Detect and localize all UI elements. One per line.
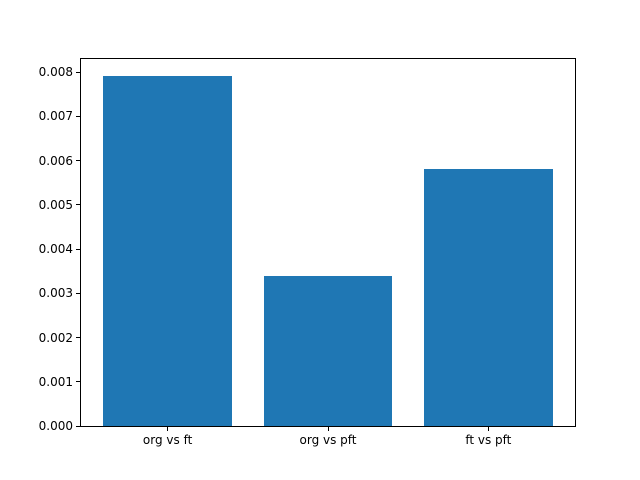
y-tick-label: 0.006: [38, 153, 73, 168]
y-tick-label: 0.002: [38, 330, 73, 345]
y-tick-label: 0.005: [38, 197, 73, 212]
y-tick-mark: [76, 381, 80, 383]
y-tick-label: 0.008: [38, 65, 73, 80]
y-tick-mark: [76, 248, 80, 250]
y-tick-mark: [76, 292, 80, 294]
y-tick-mark: [76, 425, 80, 427]
x-tick-label: org vs ft: [142, 433, 193, 447]
x-tick-label: org vs pft: [299, 433, 357, 447]
y-tick-label: 0.003: [38, 286, 73, 301]
y-tick-mark: [76, 337, 80, 338]
y-tick-label: 0.007: [38, 109, 73, 124]
bar-0: [103, 76, 232, 426]
x-tick-label: ft vs pft: [465, 433, 512, 447]
y-tick-mark: [76, 204, 80, 206]
x-tick-mark: [327, 427, 329, 431]
y-tick-label: 0.004: [38, 242, 73, 257]
y-tick-mark: [76, 115, 80, 117]
y-tick-label: 0.000: [38, 419, 73, 433]
plot-area: 0.000 0.001 0.002 0.003 0.004 0.005 0.006 0.007…: [39, 58, 576, 446]
x-tick-mark: [167, 427, 169, 431]
bar-2: [424, 169, 553, 426]
y-tick-mark: [76, 71, 80, 73]
bar-1: [263, 275, 393, 426]
y-tick-label: 0.001: [38, 374, 73, 389]
y-tick-mark: [76, 160, 80, 162]
x-tick-mark: [487, 427, 489, 431]
